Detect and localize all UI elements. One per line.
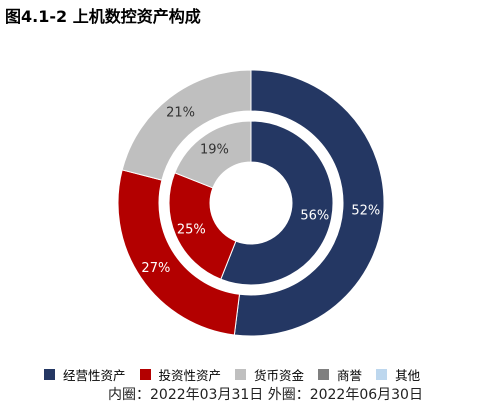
outer-ring [117, 69, 385, 337]
legend: 经营性资产 投资性资产 货币资金 商誉 其他 [44, 365, 434, 383]
legend-label-goodwill: 商誉 [337, 367, 363, 383]
legend-item-operating-assets: 经营性资产 [44, 365, 126, 384]
inner-slice-investment-assets [168, 172, 237, 280]
legend-item-goodwill: 商誉 [318, 365, 362, 384]
legend-swatch-investment-assets [139, 368, 151, 380]
legend-label-cash: 货币资金 [254, 367, 305, 383]
chart-title: 图4.1-2 上机数控资产构成 [5, 7, 201, 26]
outer-label-investment-assets: 27% [141, 261, 170, 276]
outer-slice-cash [121, 69, 252, 181]
slice-labels: 56% 25% 19% 52% 27% 21% [141, 106, 380, 277]
inner-ring [168, 120, 334, 286]
legend-label-investment-assets: 投资性资产 [158, 367, 222, 383]
chart-note: 内圈：2022年03月31日 外圈：2022年06月30日 [108, 387, 423, 403]
legend-label-operating-assets: 经营性资产 [63, 367, 126, 383]
legend-swatch-operating-assets [44, 368, 55, 380]
legend-item-investment-assets: 投资性资产 [139, 365, 222, 384]
outer-label-operating-assets: 52% [351, 204, 380, 219]
inner-slice-operating-assets [220, 120, 334, 286]
legend-item-other: 其他 [376, 365, 420, 384]
inner-label-investment-assets: 25% [177, 222, 206, 237]
legend-label-other: 其他 [395, 367, 421, 383]
legend-swatch-cash [235, 368, 247, 380]
legend-swatch-goodwill [318, 368, 330, 380]
legend-item-cash: 货币资金 [235, 365, 304, 384]
outer-label-cash: 21% [166, 106, 195, 121]
inner-label-operating-assets: 56% [300, 209, 329, 224]
outer-slice-operating-assets [233, 69, 385, 337]
legend-swatch-other [376, 368, 388, 380]
inner-label-cash: 19% [200, 143, 229, 158]
inner-slice-cash [174, 120, 252, 189]
